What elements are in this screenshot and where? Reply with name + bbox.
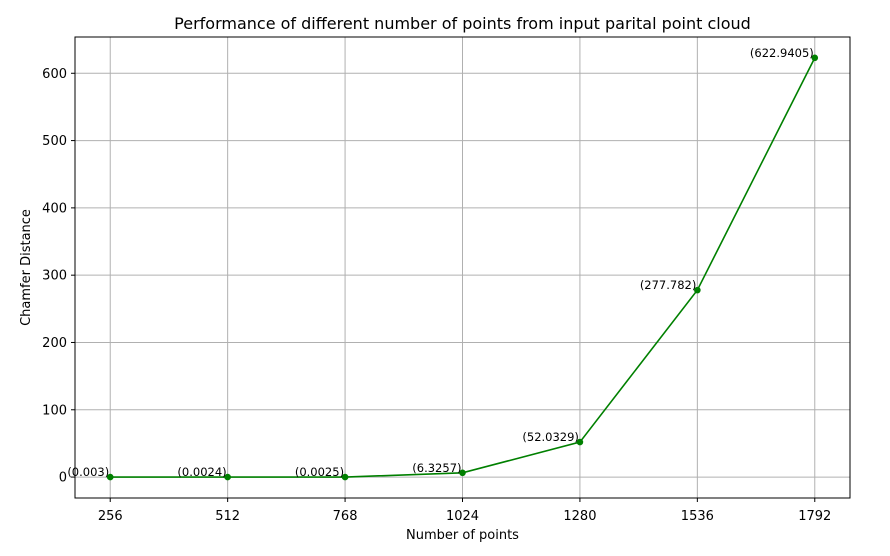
data-label: (52.0329) [522, 430, 579, 444]
data-label: (0.003) [67, 465, 109, 479]
x-tick-label: 256 [98, 509, 123, 524]
y-tick-label: 300 [42, 269, 67, 284]
data-point [224, 473, 231, 481]
data-point [106, 473, 114, 481]
x-tick-label: 1024 [446, 509, 479, 524]
y-axis-label: Chamfer Distance [19, 209, 34, 326]
data-point [576, 438, 584, 446]
data-point [459, 469, 466, 477]
grid [75, 37, 850, 498]
y-tick-label: 100 [42, 403, 67, 418]
x-tick-label: 1536 [681, 509, 714, 524]
chart-title: Performance of different number of point… [174, 14, 751, 33]
ticks: 256 512 768 1024 1280 1536 1792 0 100 200 300 400 50… [42, 67, 831, 524]
data-label: (0.0024) [177, 465, 226, 479]
x-tick-label: 512 [215, 509, 240, 524]
data-point [811, 54, 819, 62]
data-label: (0.0025) [295, 465, 344, 479]
data-point [341, 473, 349, 481]
x-tick-label: 1280 [563, 509, 596, 524]
series: (0.003) (0.0024) (0.0025) (6.3257) (52.0329)… [67, 46, 819, 481]
data-label: (277.782) [640, 278, 697, 292]
y-tick-label: 200 [42, 336, 67, 351]
data-label: (6.3257) [412, 461, 461, 475]
y-tick-label: 0 [59, 471, 67, 486]
x-tick-label: 1792 [798, 509, 831, 524]
y-tick-label: 600 [42, 67, 67, 82]
data-label: (622.9405) [750, 46, 814, 60]
x-axis-label: Number of points [406, 528, 519, 543]
y-tick-label: 500 [42, 134, 67, 149]
y-tick-label: 400 [42, 201, 67, 216]
x-tick-label: 768 [333, 509, 358, 524]
data-point [694, 286, 701, 294]
